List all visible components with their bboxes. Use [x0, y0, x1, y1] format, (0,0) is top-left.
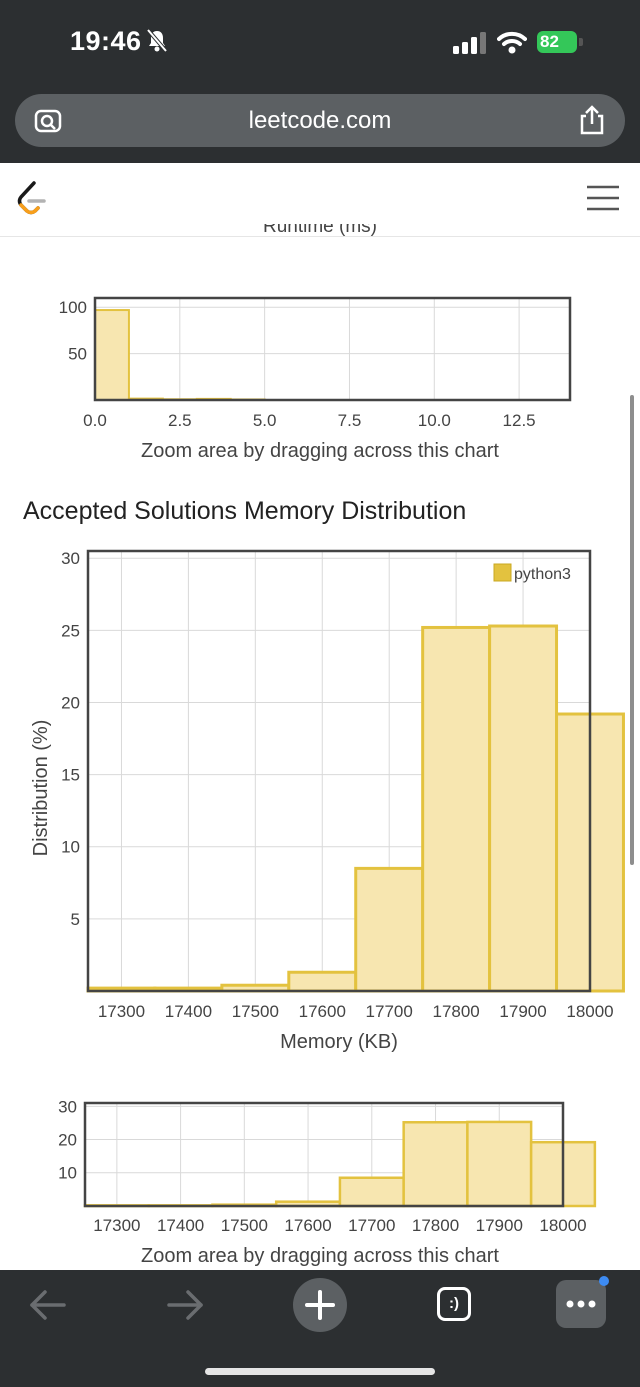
tabs-label: :): [449, 1295, 459, 1312]
x-tick-label: 17700: [348, 1216, 395, 1235]
y-tick-label: 10: [58, 1164, 77, 1183]
page-scrollbar[interactable]: [630, 395, 634, 865]
browser-bottom-bar: :): [0, 1270, 640, 1387]
notification-dot: [599, 1276, 609, 1286]
y-tick-label: 30: [61, 549, 80, 568]
y-tick-label: 20: [61, 693, 80, 712]
battery-level: 82: [540, 32, 559, 51]
y-tick-label: 100: [59, 298, 87, 317]
x-tick-label: 10.0: [418, 411, 451, 430]
x-tick-label: 17400: [165, 1002, 212, 1021]
x-axis-label: Memory (KB): [280, 1031, 398, 1053]
more-icon[interactable]: [556, 1276, 609, 1328]
runtime-zoom-chart[interactable]: 0.0 2.5 5.0 7.5 10.0 12.5 100 50 Zoom area by dr…: [0, 285, 640, 470]
x-tick-label: 7.5: [338, 411, 362, 430]
legend-label: python3: [514, 566, 571, 583]
hamburger-menu-icon[interactable]: [587, 185, 619, 211]
status-bar: 19:46 82: [0, 0, 640, 88]
histogram-bar: [421, 625, 492, 993]
x-tick-label: 17800: [432, 1002, 479, 1021]
x-tick-label: 12.5: [503, 411, 536, 430]
x-tick-label: 17300: [93, 1216, 140, 1235]
memory-distribution-chart[interactable]: 17300 17400 17500 17600 17700 17800 17900 18000…: [0, 540, 640, 1060]
histogram-bar: [94, 309, 130, 402]
plot-frame: [83, 1101, 565, 1208]
y-tick-label: 25: [61, 621, 80, 640]
histogram-bar: [338, 1176, 405, 1208]
histogram-bar: [402, 1121, 469, 1208]
plot-frame: [86, 549, 592, 993]
plus-icon[interactable]: [292, 1277, 348, 1333]
y-tick-label: 20: [58, 1130, 77, 1149]
x-tick-label: 17400: [157, 1216, 204, 1235]
zoom-hint: Zoom area by dragging across this chart: [141, 440, 499, 462]
wifi-icon: [497, 31, 527, 54]
x-tick-label: 17500: [221, 1216, 268, 1235]
address-bar[interactable]: leetcode.com: [15, 94, 625, 147]
x-tick-label: 0.0: [83, 411, 107, 430]
leetcode-logo-icon[interactable]: [16, 179, 48, 219]
runtime-axis-label-partial: Runtime (ms): [262, 224, 377, 237]
cellular-signal-icon: [453, 32, 486, 54]
x-tick-label: 5.0: [253, 411, 277, 430]
histogram-bar: [488, 624, 559, 993]
histogram-bar: [466, 1120, 533, 1208]
battery-tip: [579, 38, 583, 46]
x-tick-label: 17800: [412, 1216, 459, 1235]
x-tick-label: 17300: [98, 1002, 145, 1021]
share-icon[interactable]: [577, 104, 607, 136]
x-tick-label: 17900: [499, 1002, 546, 1021]
page-scan-icon[interactable]: [33, 106, 63, 136]
silent-bell-icon: [146, 28, 168, 53]
back-arrow-icon[interactable]: [28, 1288, 68, 1322]
x-tick-label: 17600: [299, 1002, 346, 1021]
battery-indicator: 82: [537, 31, 577, 53]
url-text: leetcode.com: [248, 107, 392, 134]
forward-arrow-icon[interactable]: [165, 1288, 205, 1322]
y-tick-label: 15: [61, 766, 80, 785]
histogram-bar: [287, 970, 358, 993]
more-dots-icon: [566, 1300, 596, 1308]
y-axis-label: Distribution (%): [30, 720, 52, 857]
x-tick-label: 2.5: [168, 411, 192, 430]
y-tick-label: 10: [61, 838, 80, 857]
y-tick-label: 5: [71, 910, 80, 929]
x-tick-label: 17900: [476, 1216, 523, 1235]
x-tick-label: 17600: [284, 1216, 331, 1235]
tabs-icon[interactable]: :): [437, 1287, 471, 1321]
home-indicator: [205, 1368, 435, 1375]
site-header: [0, 163, 640, 237]
x-tick-label: 17700: [366, 1002, 413, 1021]
histogram-bar: [354, 866, 425, 993]
memory-distribution-heading: Accepted Solutions Memory Distribution: [23, 497, 467, 525]
plot-frame: [93, 296, 572, 402]
legend-swatch: [493, 563, 512, 582]
x-tick-label: 18000: [539, 1216, 586, 1235]
browser-toolbar: leetcode.com: [0, 88, 640, 163]
y-tick-label: 30: [58, 1097, 77, 1116]
x-tick-label: 17500: [232, 1002, 279, 1021]
y-tick-label: 50: [68, 345, 87, 364]
status-time: 19:46: [70, 26, 142, 56]
memory-zoom-chart[interactable]: 17300 17400 17500 17600 17700 17800 17900 18000…: [0, 1090, 640, 1270]
zoom-hint: Zoom area by dragging across this chart: [141, 1245, 499, 1267]
x-tick-label: 18000: [566, 1002, 613, 1021]
